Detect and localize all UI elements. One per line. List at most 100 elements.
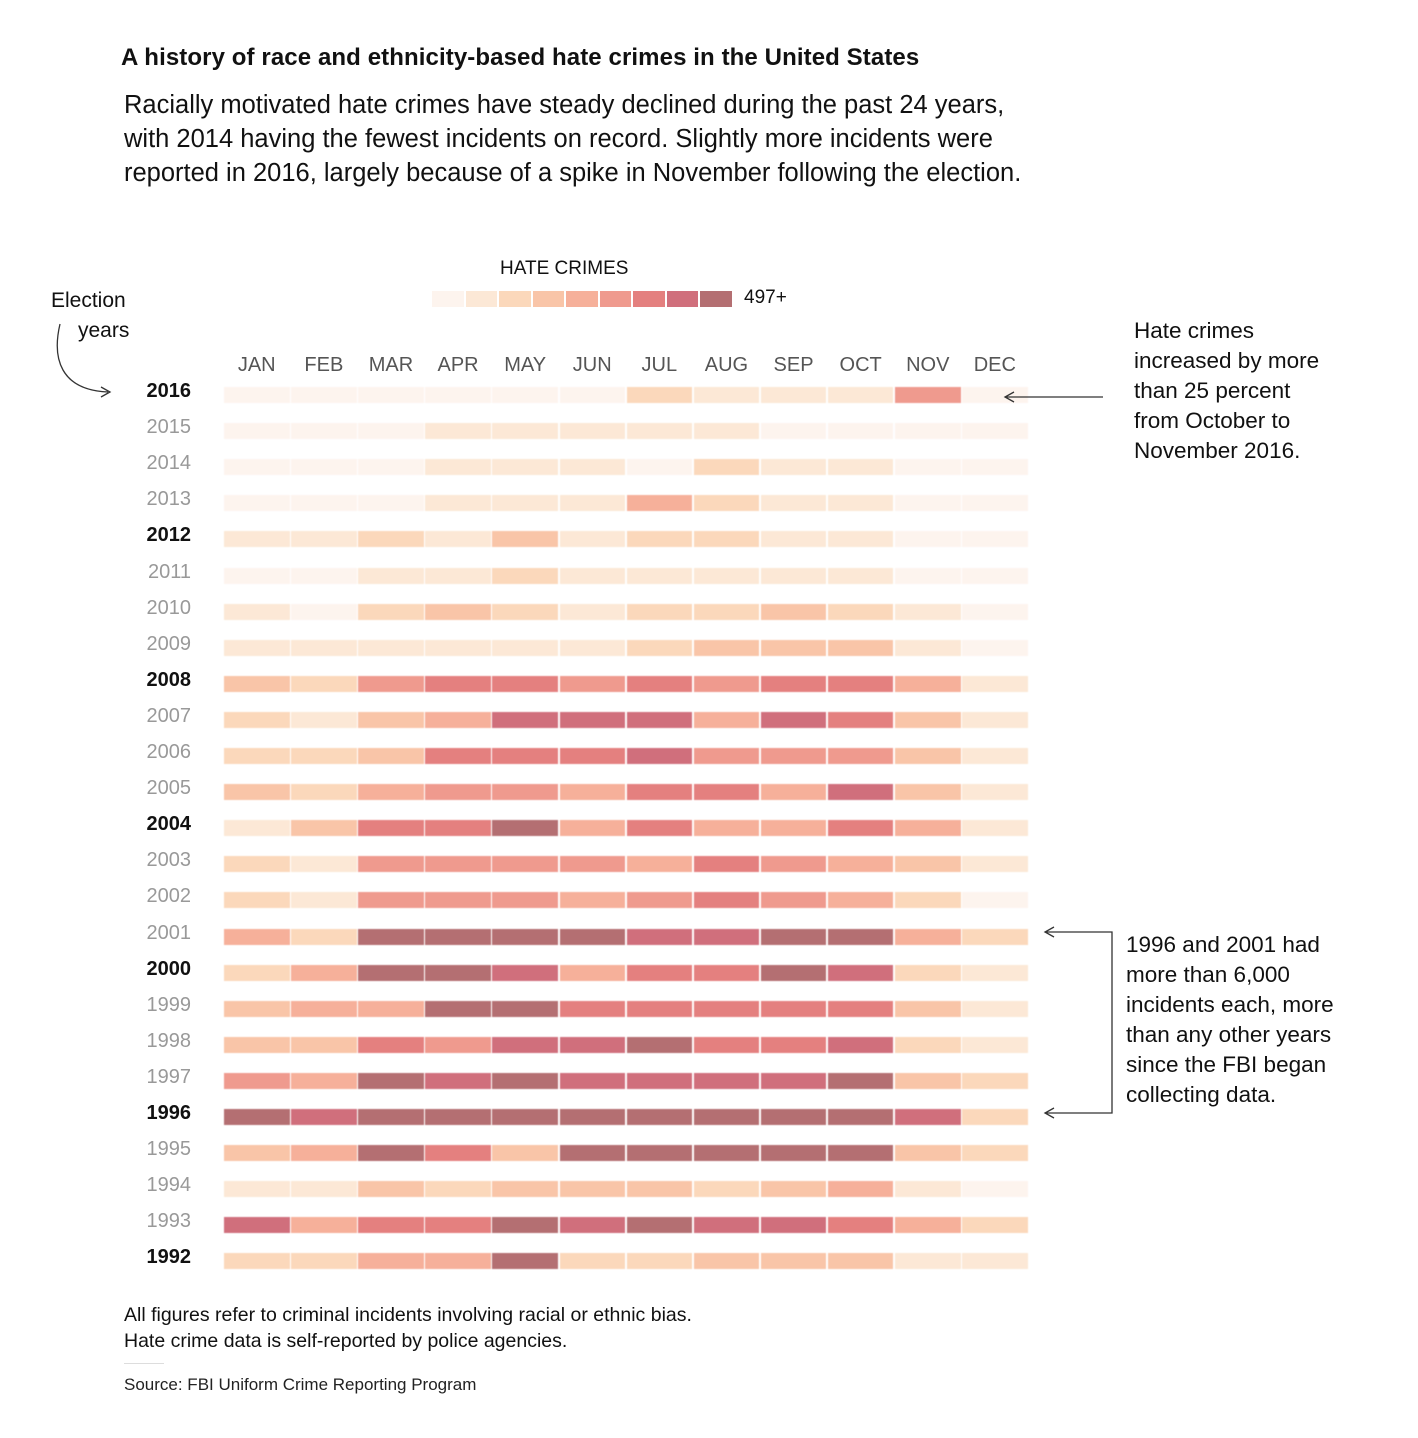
heatmap-cell [827, 1109, 894, 1125]
heatmap-cell [693, 1109, 760, 1125]
heatmap-cell [626, 423, 693, 440]
heatmap-cell [760, 1217, 827, 1234]
heatmap-cell [224, 964, 290, 981]
heatmap-cell [626, 675, 693, 692]
year-tick-label: 1995 [146, 1138, 192, 1161]
heatmap-cell [559, 964, 625, 981]
heatmap-cell [224, 639, 290, 656]
heatmap-cell [291, 1145, 357, 1162]
heatmap-cell [693, 711, 760, 728]
month-tick-label: NOV [906, 354, 950, 376]
heatmap-cell [425, 423, 491, 440]
heatmap-cell [425, 1253, 491, 1270]
month-tick-label: SEP [773, 354, 814, 376]
heatmap-cell [291, 1000, 357, 1017]
footnote: All figures refer to criminal incidents … [124, 1304, 692, 1352]
legend-swatch [499, 291, 531, 307]
heatmap-cell [760, 1109, 827, 1125]
heatmap-cell [492, 495, 558, 512]
heatmap-cell [626, 964, 693, 981]
heatmap-cell [827, 856, 894, 873]
heatmap-cell [895, 820, 961, 837]
heatmap-cell [693, 1036, 760, 1053]
heatmap-cell [626, 531, 693, 548]
heatmap-cell [693, 459, 760, 476]
heatmap-cell [895, 1253, 961, 1270]
heatmap-cell [895, 711, 961, 728]
heatmap-cell [827, 675, 894, 692]
heatmap-cell [358, 820, 424, 837]
heatmap-cell [760, 387, 827, 403]
heatmap-cell [425, 748, 491, 764]
heatmap-cell [358, 711, 424, 728]
heatmap-cell [425, 892, 491, 909]
heatmap-cell [358, 1145, 424, 1162]
annotation-line: 1996 and 2001 had [1126, 932, 1320, 957]
heatmap-cell [626, 1253, 693, 1270]
heatmap-cell [492, 387, 558, 403]
heatmap-cell [425, 567, 491, 584]
heatmap-cell [224, 856, 290, 873]
heatmap-cell [559, 1072, 625, 1089]
election-label-line: Election [51, 289, 126, 312]
heatmap-cell [224, 892, 290, 909]
heatmap-cell [827, 892, 894, 909]
heatmap-cell [962, 1000, 1028, 1017]
heatmap-cell [895, 387, 961, 403]
heatmap-cell [291, 892, 357, 909]
heatmap-cell [492, 928, 558, 945]
heatmap-cell [559, 1253, 625, 1270]
heatmap-cell [760, 675, 827, 692]
heatmap-cell [358, 495, 424, 512]
heatmap-cell [895, 675, 961, 692]
heatmap-cell [962, 928, 1028, 945]
heatmap-cell [358, 784, 424, 801]
heatmap-cell [425, 928, 491, 945]
annotation-line: from October to [1134, 408, 1291, 433]
year-tick-label: 2014 [146, 452, 192, 475]
month-tick-label: JUN [572, 354, 612, 376]
year-tick-label: 1994 [146, 1174, 192, 1197]
bracket-arrow-icon [1043, 926, 1113, 1119]
heatmap-cell [425, 1181, 491, 1198]
heatmap-cell [962, 1253, 1028, 1270]
heatmap-cell [224, 1217, 290, 1234]
heatmap-cell [895, 1217, 961, 1234]
heatmap-cell [827, 1181, 894, 1198]
heatmap-cell [224, 567, 290, 584]
annotation-line: incidents each, more [1126, 992, 1334, 1017]
heatmap-cell [291, 964, 357, 981]
heatmap-cell [492, 639, 558, 656]
heatmap-cell [760, 567, 827, 584]
heatmap-cell [224, 1145, 290, 1162]
heatmap-cell [492, 1036, 558, 1053]
heatmap-cell [962, 784, 1028, 801]
heatmap-cell [492, 1217, 558, 1234]
heatmap-cell [291, 639, 357, 656]
heatmap-cell [291, 1072, 357, 1089]
heatmap-cell [962, 1181, 1028, 1198]
heatmap-cell [291, 1253, 357, 1270]
heatmap-cell [827, 423, 894, 440]
annotation-line: November 2016. [1134, 438, 1301, 463]
heatmap-cell [291, 856, 357, 873]
heatmap-cell [224, 387, 290, 403]
heatmap-cell [693, 820, 760, 837]
heatmap-cell [895, 495, 961, 512]
month-tick-label: FEB [304, 354, 344, 376]
heatmap-cell [895, 639, 961, 656]
month-tick-label: JAN [237, 354, 276, 376]
heatmap-cell [291, 1217, 357, 1234]
heatmap-cell [492, 1072, 558, 1089]
legend-swatch [700, 291, 732, 307]
annotation-line: than any other years [1126, 1022, 1332, 1047]
heatmap-cell [693, 856, 760, 873]
heatmap-cell [358, 387, 424, 403]
heatmap-cell [291, 603, 357, 620]
heatmap-cell [895, 567, 961, 584]
heatmap-cell [760, 892, 827, 909]
heatmap-cell [492, 1109, 558, 1125]
heatmap-cell [224, 784, 290, 801]
heatmap-cell [962, 495, 1028, 512]
heatmap-cell [224, 1109, 290, 1125]
